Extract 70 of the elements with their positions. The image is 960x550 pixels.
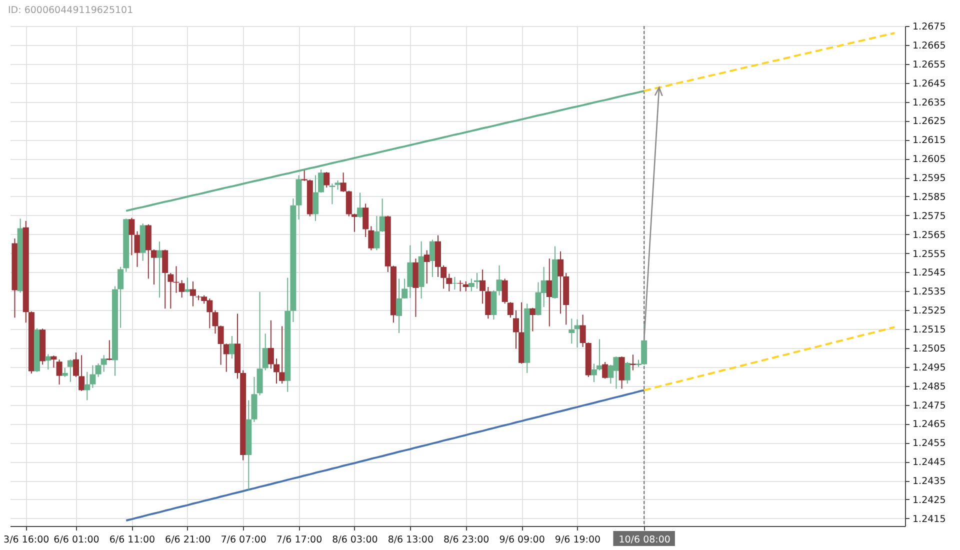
x-tick-label: 10/6 08:00 [618,534,670,546]
candlestick [156,241,163,298]
y-tick-label: 1.2675 [912,22,946,32]
y-tick-label: 1.2445 [912,457,946,468]
y-tick-label: 1.2475 [912,400,946,412]
y-tick-label: 1.2615 [912,135,946,146]
y-tick-label: 1.2455 [912,438,946,450]
candlestick [178,280,185,298]
y-tick-label: 1.2605 [912,154,946,166]
y-tick-label: 1.2435 [912,476,946,488]
y-tick-label: 1.2585 [912,192,946,203]
y-tick-label: 1.2485 [912,381,946,392]
x-tick-label: 6/6 21:00 [165,534,211,546]
line-series [643,326,896,392]
y-tick-label: 1.2495 [912,362,946,374]
y-tick-label: 1.2415 [912,514,946,525]
text: ID: 600060449119625101 [8,5,134,16]
x-tick-label: 8/6 13:00 [388,534,434,546]
y-tick-label: 1.2575 [912,210,946,222]
candlestick [496,264,502,296]
y-tick-label: 1.2465 [912,419,946,430]
candlestick [624,361,630,384]
candlestick [334,180,341,190]
candlestick [630,354,636,371]
y-tick-label: 1.2555 [912,248,946,260]
y-tick-label: 1.2545 [912,268,946,279]
candlestick [56,359,62,386]
candlestick [546,258,552,327]
candlestick [50,355,57,368]
x-tick-label: 6/6 11:00 [109,534,156,546]
candlestick [424,250,430,284]
candlestick [490,290,497,320]
candlestick [134,230,140,268]
x-tick-label: 7/6 17:00 [276,534,322,546]
x-tick-label: 6/6 01:00 [54,534,100,546]
candlestick [67,359,74,382]
x-tick-label: 9/6 19:00 [554,534,601,546]
candlestick [618,356,625,390]
candlestick [357,192,364,218]
candlestick [62,367,68,378]
candlestick [530,307,536,332]
x-tick-label: 8/6 23:00 [444,534,490,546]
y-tick-label: 1.2635 [912,97,946,108]
line-series [125,389,646,522]
y-tick-label: 1.2645 [912,78,946,90]
y-tick-label: 1.2655 [912,59,946,70]
candlestick [379,198,386,232]
y-tick-label: 1.2425 [912,494,946,506]
y-tick-label: 1.2535 [912,286,946,298]
candlestick [329,183,336,205]
y-tick-label: 1.2595 [912,173,946,184]
candlestick [228,336,235,360]
line-series [125,90,646,212]
y-tick-label: 1.2665 [912,40,946,52]
candlestick [374,215,380,251]
candlestick [429,239,436,278]
candlestick [602,361,608,380]
x-tick-label: 3/6 16:00 [4,534,50,546]
x-tick-label: 7/6 07:00 [220,534,266,546]
candlestick [128,217,135,256]
y-tick-label: 1.2505 [912,343,946,354]
x-tick-label: 8/6 03:00 [332,534,378,546]
line-series [643,32,896,92]
y-tick-label: 1.2515 [912,324,946,336]
candlestick [106,340,112,361]
y-tick-label: 1.2525 [912,306,946,317]
y-tick-label: 1.2565 [912,230,946,241]
y-tick-label: 1.2625 [912,116,946,128]
candlestick [324,172,330,188]
x-tick-label: 9/6 09:00 [499,534,545,546]
